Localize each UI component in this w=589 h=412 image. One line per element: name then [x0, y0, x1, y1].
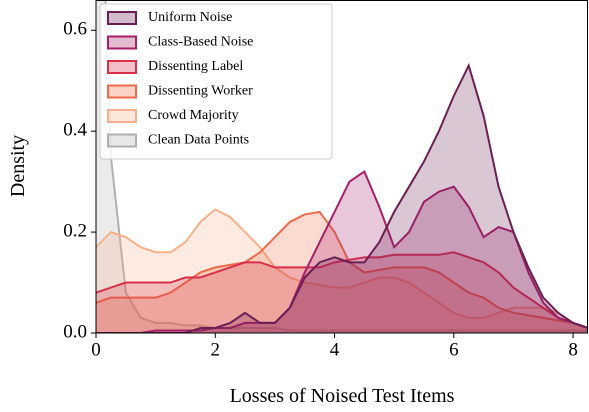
legend-label: Dissenting Worker	[148, 84, 253, 99]
legend-label: Dissenting Label	[148, 59, 243, 74]
density-line	[96, 210, 588, 329]
legend-label: Clean Data Points	[148, 133, 249, 148]
y-tick-label: 0.2	[63, 220, 87, 241]
density-line	[96, 62, 588, 333]
density-area	[96, 209, 588, 333]
density-area	[96, 65, 588, 333]
density-line	[104, 0, 588, 332]
density-area	[96, 211, 588, 333]
x-axis-label: Losses of Noised Test Items	[230, 385, 455, 407]
y-tick-label: 0.6	[63, 19, 87, 40]
legend-swatch	[107, 60, 137, 74]
x-tick-label: 0	[91, 339, 101, 360]
density-line	[96, 251, 588, 329]
axes-frame	[95, 0, 588, 334]
legend-label: Class-Based Noise	[148, 35, 253, 50]
y-axis-label: Density	[7, 135, 29, 197]
plot-area	[96, 0, 588, 333]
y-tick-label: 0.0	[63, 321, 87, 342]
x-tick-label: 6	[449, 339, 459, 360]
density-line	[96, 170, 588, 333]
y-tick-label: 0.4	[63, 120, 87, 141]
legend-swatch	[107, 11, 137, 25]
legend-label: Crowd Majority	[148, 108, 239, 123]
x-tick-label: 8	[568, 339, 578, 360]
legend-swatch	[107, 84, 137, 99]
legend-swatch	[107, 109, 137, 123]
legend-label: Uniform Noise	[148, 10, 232, 25]
legend-frame	[99, 3, 333, 160]
density-area	[96, 252, 588, 333]
legend-swatch	[107, 133, 137, 148]
legend-swatch	[107, 35, 137, 50]
x-tick-label: 2	[211, 339, 221, 360]
x-tick-label: 4	[330, 339, 340, 360]
density-area	[96, 171, 588, 333]
